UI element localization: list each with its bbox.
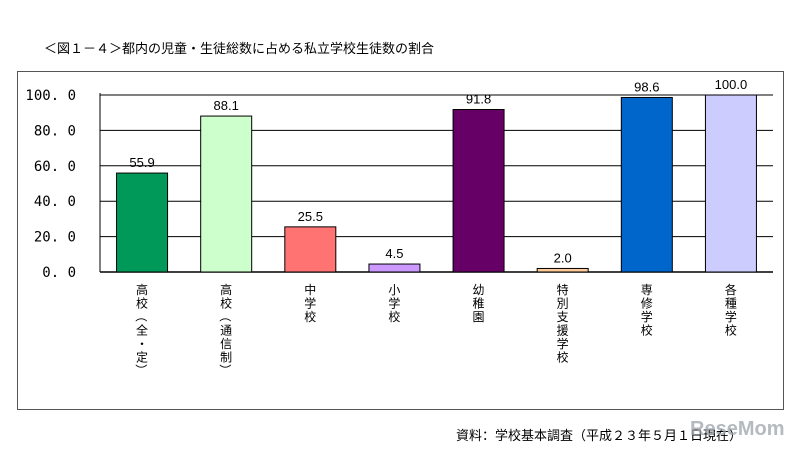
y-tick-label: 0. 0 xyxy=(42,265,76,281)
watermark-logo: ReseMom xyxy=(690,418,785,440)
category-label-char: 校 xyxy=(557,350,569,365)
category-label-char: 修 xyxy=(641,296,653,311)
category-label-char: 園 xyxy=(473,310,485,324)
bar xyxy=(620,96,673,273)
y-tick-label: 80. 0 xyxy=(34,123,76,139)
category-label-char: 各 xyxy=(725,282,737,297)
data-label: 88.1 xyxy=(214,98,239,113)
category-label-char: 定 xyxy=(136,350,148,365)
category-label-char: 校 xyxy=(136,296,148,311)
category-label-char: （ xyxy=(134,310,148,322)
y-tick-label: 20. 0 xyxy=(34,230,76,246)
category-label-char: 稚 xyxy=(473,297,485,311)
data-label: 91.8 xyxy=(466,92,491,107)
category-label-char: 校 xyxy=(641,323,653,338)
bar xyxy=(368,263,421,273)
category-label-char: 特 xyxy=(557,282,569,297)
category-label-char: ） xyxy=(134,364,148,376)
category-label-char: ・ xyxy=(136,337,148,351)
category-label-char: ） xyxy=(218,364,232,376)
chart-frame xyxy=(17,71,784,410)
category-label-char: 専 xyxy=(641,283,653,297)
data-label: 100.0 xyxy=(715,77,748,92)
chart-title: ＜図１－４＞都内の児童・生徒総数に占める私立学校生徒数の割合 xyxy=(44,42,435,57)
category-label-char: 高 xyxy=(136,282,148,297)
category-label-char: 通 xyxy=(220,324,232,338)
category-label-char: 学 xyxy=(641,309,653,324)
data-label: 4.5 xyxy=(385,246,403,261)
source-note: 資料：学校基本調査（平成２３年５月１日現在） xyxy=(456,429,743,444)
category-label-char: 支 xyxy=(557,310,569,324)
category-label-char: 校 xyxy=(388,309,400,324)
y-tick-label: 60. 0 xyxy=(34,159,76,175)
data-label: 55.9 xyxy=(129,155,154,170)
category-label-char: 援 xyxy=(557,324,569,338)
category-label-char: 校 xyxy=(304,309,316,324)
category-label-char: （ xyxy=(218,310,232,322)
bar xyxy=(200,115,253,273)
data-label: 2.0 xyxy=(554,250,572,265)
category-label-char: 学 xyxy=(557,336,569,351)
y-tick-label: 40. 0 xyxy=(34,194,76,210)
category-label-char: 校 xyxy=(220,296,232,311)
category-label-char: 小 xyxy=(388,283,400,297)
bar xyxy=(284,226,337,273)
category-label-char: 幼 xyxy=(473,283,485,297)
category-label-char: 学 xyxy=(725,309,737,324)
category-label-char: 高 xyxy=(220,282,232,297)
category-label-char: 学 xyxy=(388,296,400,311)
bar xyxy=(536,267,589,273)
category-label-char: 中 xyxy=(304,282,316,297)
y-tick-label: 100. 0 xyxy=(25,88,76,104)
data-label: 98.6 xyxy=(634,79,659,94)
bar xyxy=(116,172,169,273)
category-label-char: 別 xyxy=(557,297,569,311)
category-label-char: 学 xyxy=(304,296,316,311)
bar xyxy=(452,109,505,273)
category-label-char: 制 xyxy=(220,351,232,365)
category-label-char: 全 xyxy=(136,323,148,338)
data-label: 25.5 xyxy=(298,209,323,224)
category-label-char: 信 xyxy=(220,337,232,351)
bar xyxy=(704,94,757,273)
category-label-char: 校 xyxy=(725,323,737,338)
category-label-char: 種 xyxy=(725,297,737,311)
